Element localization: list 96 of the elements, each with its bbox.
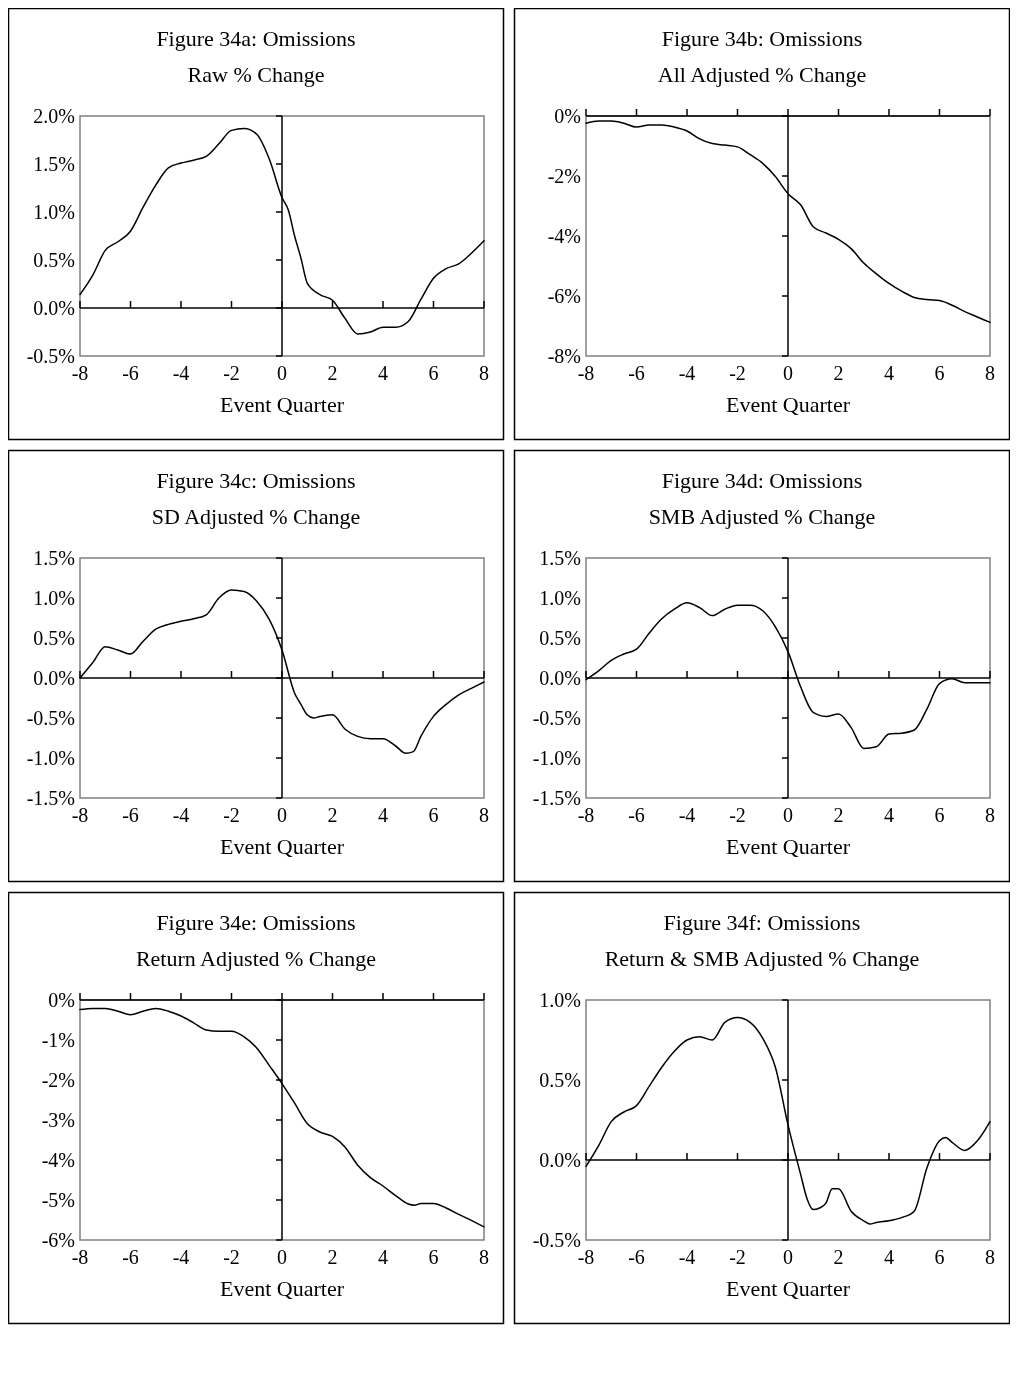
x-tick-label: 0 [277,1246,287,1268]
x-axis-title: Event Quarter [726,1276,851,1301]
y-tick-label: -4% [41,1149,75,1171]
x-tick-label: -6 [122,804,139,826]
chart-title: Figure 34d: Omissions [661,468,863,493]
x-tick-label: -4 [678,804,696,826]
chart-subtitle: All Adjusted % Change [657,62,867,87]
x-tick-label: 6 [428,804,439,826]
x-tick-label: -6 [628,362,645,384]
x-tick-label: -6 [122,362,139,384]
x-tick-label: 4 [884,362,894,384]
x-tick-label: -6 [628,804,645,826]
y-tick-label: 1.5% [33,547,75,569]
y-tick-label: 2.0% [33,105,75,127]
y-tick-label: 1.5% [539,547,581,569]
chart-subtitle: Return & SMB Adjusted % Change [604,946,920,971]
x-tick-label: 0 [783,804,793,826]
x-tick-label: 2 [833,362,844,384]
x-tick-label: 2 [327,1246,338,1268]
x-tick-label: -4 [172,804,190,826]
x-tick-label: -6 [628,1246,645,1268]
x-tick-label: 4 [884,804,894,826]
x-axis-title: Event Quarter [220,1276,345,1301]
chart-subtitle: SD Adjusted % Change [151,504,361,529]
x-tick-label: 8 [479,362,489,384]
x-tick-label: -6 [122,1246,139,1268]
chart-subtitle: Raw % Change [187,62,325,87]
x-tick-label: 0 [277,804,287,826]
chart-title: Figure 34e: Omissions [156,910,356,935]
y-tick-label: 0.5% [33,249,75,271]
chart-title: Figure 34f: Omissions [663,910,861,935]
x-tick-label: 8 [985,362,995,384]
y-tick-label: -5% [41,1189,75,1211]
x-tick-label: -4 [172,362,190,384]
y-tick-label: 0.5% [539,1069,581,1091]
y-tick-label: 1.0% [33,587,75,609]
x-tick-label: 4 [378,804,388,826]
y-tick-label: 0.0% [539,1149,581,1171]
x-tick-label: 2 [833,1246,844,1268]
x-tick-label: 2 [327,804,338,826]
x-tick-label: -2 [729,804,746,826]
y-tick-label: 1.0% [539,989,581,1011]
x-tick-label: 4 [884,1246,894,1268]
y-tick-label: 0.0% [539,667,581,689]
chart-title: Figure 34c: Omissions [156,468,356,493]
y-tick-label: -1% [41,1029,75,1051]
x-tick-label: 8 [479,1246,489,1268]
x-tick-label: 0 [783,1246,793,1268]
y-tick-label: -2% [41,1069,75,1091]
x-tick-label: 6 [934,804,945,826]
x-axis-title: Event Quarter [220,834,345,859]
y-tick-label: 0.0% [33,297,75,319]
chart-title: Figure 34b: Omissions [661,26,863,51]
x-tick-label: -4 [678,362,696,384]
chart-subtitle: SMB Adjusted % Change [648,504,876,529]
x-tick-label: 2 [833,804,844,826]
x-tick-label: -4 [172,1246,190,1268]
y-tick-label: 1.0% [539,587,581,609]
x-tick-label: -2 [223,362,240,384]
x-tick-label: -2 [223,1246,240,1268]
chart-subtitle: Return Adjusted % Change [135,946,377,971]
x-tick-label: 6 [934,1246,945,1268]
x-axis-title: Event Quarter [726,392,851,417]
chart-title: Figure 34a: Omissions [156,26,356,51]
y-tick-label: -2% [547,165,581,187]
y-tick-label: 0% [554,105,581,127]
x-tick-label: 6 [934,362,945,384]
y-tick-label: -0.5% [532,707,581,729]
x-tick-label: 8 [479,804,489,826]
y-tick-label: -1.0% [26,747,75,769]
x-tick-label: 0 [783,362,793,384]
x-tick-label: 4 [378,1246,388,1268]
y-tick-label: 0% [48,989,75,1011]
x-axis-title: Event Quarter [726,834,851,859]
x-axis-title: Event Quarter [220,392,345,417]
y-tick-label: -0.5% [26,707,75,729]
x-tick-label: 6 [428,362,439,384]
x-tick-label: 4 [378,362,388,384]
x-tick-label: -2 [729,1246,746,1268]
x-tick-label: -4 [678,1246,696,1268]
y-tick-label: 0.0% [33,667,75,689]
y-tick-label: -1.0% [532,747,581,769]
x-tick-label: -2 [223,804,240,826]
x-tick-label: 8 [985,1246,995,1268]
x-tick-label: 2 [327,362,338,384]
y-tick-label: -4% [547,225,581,247]
x-tick-label: 6 [428,1246,439,1268]
x-tick-label: 0 [277,362,287,384]
y-tick-label: -3% [41,1109,75,1131]
y-tick-label: 1.0% [33,201,75,223]
y-tick-label: 1.5% [33,153,75,175]
y-tick-label: -6% [547,285,581,307]
x-tick-label: 8 [985,804,995,826]
x-tick-label: -2 [729,362,746,384]
y-tick-label: 0.5% [539,627,581,649]
y-tick-label: 0.5% [33,627,75,649]
